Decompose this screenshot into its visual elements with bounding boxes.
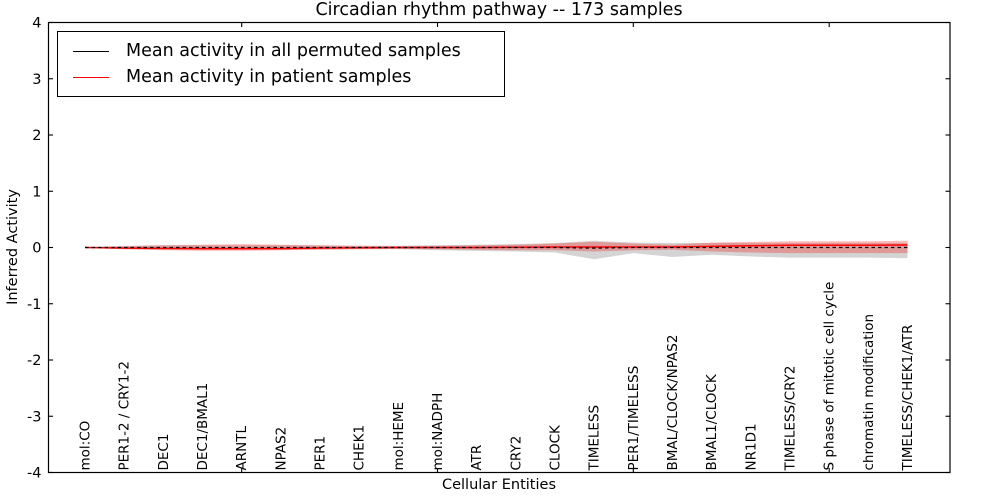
legend-label-patient: Mean activity in patient samples bbox=[126, 67, 412, 87]
x-tick-label: TIMELESS/CRY2 bbox=[783, 366, 799, 472]
x-tick-label: CLOCK bbox=[548, 424, 564, 471]
x-tick-label: NR1D1 bbox=[743, 423, 759, 470]
legend-entry-patient: Mean activity in patient samples bbox=[73, 64, 504, 90]
x-tick-label: CHEK1 bbox=[352, 425, 368, 471]
x-tick-label: DEC1 bbox=[156, 434, 172, 471]
patient-line-swatch bbox=[73, 76, 109, 78]
x-tick-label: BMAL/CLOCK/NPAS2 bbox=[665, 335, 681, 471]
y-tick-label: 1 bbox=[32, 184, 41, 200]
permuted-line-swatch bbox=[73, 50, 109, 52]
x-tick-label: PER1-2 / CRY1-2 bbox=[117, 361, 133, 470]
y-tick-label: 3 bbox=[32, 72, 41, 88]
x-tick-label: NPAS2 bbox=[273, 427, 289, 471]
y-tick-label: -3 bbox=[27, 409, 41, 425]
legend: Mean activity in all permuted samples Me… bbox=[57, 31, 505, 97]
legend-entry-permuted: Mean activity in all permuted samples bbox=[73, 38, 504, 64]
x-tick-label: TIMELESS bbox=[587, 405, 603, 472]
x-tick-label: ATR bbox=[469, 445, 485, 471]
x-tick-label: mol:CO bbox=[78, 421, 94, 471]
x-tick-label: DEC1/BMAL1 bbox=[195, 383, 211, 471]
x-tick-label: PER1/TIMELESS bbox=[626, 366, 642, 471]
x-axis-label: Cellular Entities bbox=[441, 477, 557, 493]
x-tick-label: BMAL1/CLOCK bbox=[704, 373, 720, 470]
y-axis-label: Inferred Activity bbox=[5, 189, 21, 305]
x-tick-label: chromatin modification bbox=[861, 314, 877, 471]
y-tick-label: 4 bbox=[32, 16, 41, 32]
y-tick-label: -2 bbox=[27, 353, 41, 369]
x-tick-label: mol:HEME bbox=[391, 402, 407, 471]
y-tick-label: -4 bbox=[27, 466, 41, 482]
x-tick-label: TIMELESS/CHEK1/ATR bbox=[900, 324, 916, 471]
y-tick-label: -1 bbox=[27, 297, 41, 313]
mean-activity-in-all-permuted-samples-line bbox=[85, 246, 908, 249]
x-tick-label: S phase of mitotic cell cycle bbox=[822, 282, 838, 471]
x-tick-label: CRY2 bbox=[508, 436, 524, 471]
x-tick-label: PER1 bbox=[313, 436, 329, 471]
x-tick-label: ARNTL bbox=[234, 426, 250, 471]
legend-label-permuted: Mean activity in all permuted samples bbox=[126, 41, 461, 61]
y-tick-label: 2 bbox=[32, 128, 41, 144]
chart-title: Circadian rhythm pathway -- 173 samples bbox=[315, 0, 683, 20]
x-tick-label: mol:NADPH bbox=[430, 393, 446, 471]
permuted-samples-std-band bbox=[85, 240, 908, 260]
y-tick-label: 0 bbox=[32, 241, 41, 257]
